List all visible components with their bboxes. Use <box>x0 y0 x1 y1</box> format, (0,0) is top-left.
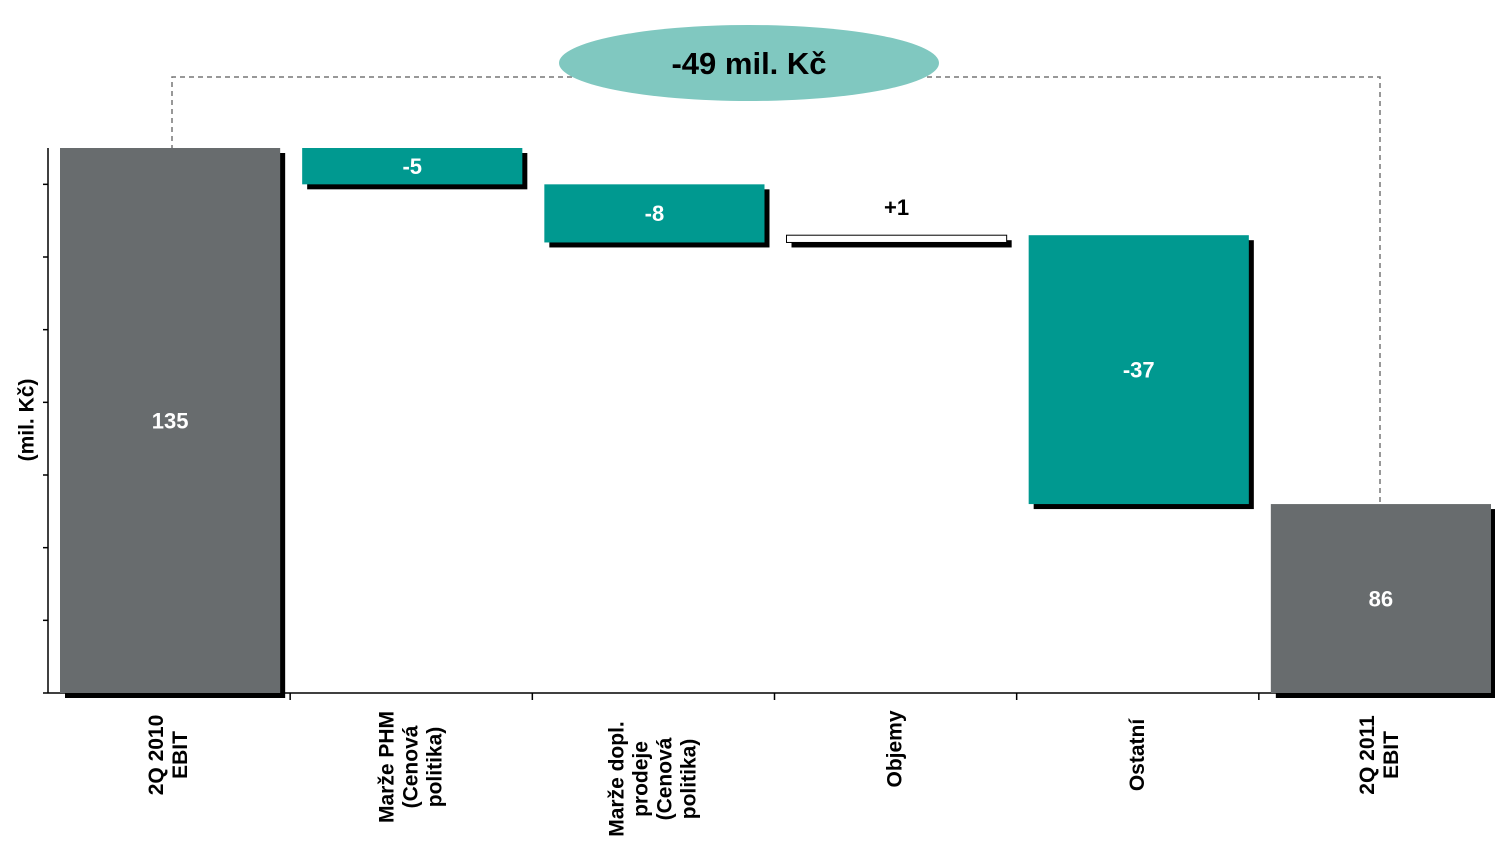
value-label: -5 <box>402 154 422 179</box>
value-label: +1 <box>884 195 909 220</box>
x-tick-label: 2Q 2011EBIT <box>1355 715 1402 795</box>
x-tick-label: 2Q 2010EBIT <box>145 715 192 796</box>
plot: 135 2Q 2010EBIT -5 Marže PHM(Cenovápolitika… <box>43 148 1495 837</box>
x-tick-label: Marže dopl.prodeje(Cenovápolitika) <box>605 721 700 837</box>
bar <box>1270 504 1491 693</box>
value-label: 135 <box>152 408 189 433</box>
bar <box>60 148 281 693</box>
bar <box>544 184 765 243</box>
bar <box>786 234 1008 243</box>
x-tick-label: Ostatní <box>1125 718 1148 792</box>
value-label: 86 <box>1369 586 1393 611</box>
annotation: -49 mil. Kč <box>671 46 826 81</box>
bar <box>302 148 523 185</box>
bar <box>1028 235 1249 505</box>
x-tick-label: Objemy <box>883 710 906 787</box>
value-label: -37 <box>1123 357 1155 382</box>
annotation-bubble <box>559 25 939 101</box>
x-tick-label: Marže PHM(Cenovápolitika) <box>375 711 446 823</box>
y-axis-label: (mil. Kč) <box>16 379 39 462</box>
bar-shadow <box>791 240 1012 248</box>
value-label: -8 <box>645 201 665 226</box>
